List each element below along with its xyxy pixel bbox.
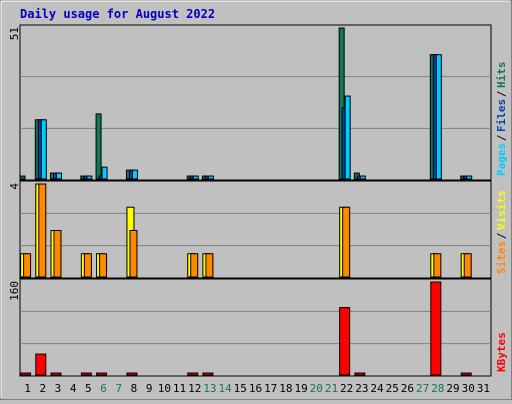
x-tick-label-day-2: 2 bbox=[39, 382, 46, 395]
bar-files-day-28 bbox=[435, 54, 442, 180]
bar-kbytes-day-2 bbox=[35, 353, 47, 376]
bar-files-day-6 bbox=[101, 166, 108, 180]
bar-hits-day-1 bbox=[19, 175, 26, 180]
bar-sites-day-12 bbox=[190, 253, 199, 278]
bar-kbytes-day-30 bbox=[460, 372, 472, 376]
bar-sites-day-1 bbox=[23, 253, 32, 278]
bar-kbytes-day-12 bbox=[187, 372, 199, 376]
x-tick-label-day-17: 17 bbox=[264, 382, 277, 395]
x-tick-label-day-25: 25 bbox=[386, 382, 399, 395]
bar-sites-day-8 bbox=[129, 230, 138, 278]
bar-files-day-22 bbox=[344, 95, 351, 180]
bar-kbytes-day-22 bbox=[339, 307, 351, 376]
x-tick-label-day-14: 14 bbox=[218, 382, 232, 395]
x-tick-label-day-22: 22 bbox=[340, 382, 353, 395]
bar-kbytes-day-5 bbox=[80, 372, 92, 376]
legend-separator: / bbox=[495, 232, 508, 239]
bar-hits-day-6 bbox=[95, 113, 102, 180]
bar-files-day-5 bbox=[86, 175, 93, 180]
legend-files: Files bbox=[495, 99, 508, 132]
bar-sites-day-30 bbox=[463, 253, 472, 278]
x-tick-label-day-21: 21 bbox=[325, 382, 338, 395]
y-axis-max-label: 51 bbox=[8, 27, 21, 40]
bar-sites-day-5 bbox=[83, 253, 92, 278]
x-tick-label-day-9: 9 bbox=[146, 382, 153, 395]
bar-files-day-2 bbox=[40, 119, 47, 180]
x-tick-label-day-31: 31 bbox=[477, 382, 490, 395]
bar-sites-day-28 bbox=[433, 253, 442, 278]
bar-kbytes-day-23 bbox=[354, 372, 366, 376]
bar-kbytes-day-8 bbox=[126, 372, 138, 376]
x-tick-label-day-29: 29 bbox=[446, 382, 459, 395]
plot-area-1 bbox=[19, 24, 492, 181]
legend-pages: Pages bbox=[495, 143, 508, 176]
x-tick-label-day-8: 8 bbox=[131, 382, 138, 395]
x-tick-label-day-3: 3 bbox=[55, 382, 62, 395]
plot-area-2 bbox=[19, 180, 492, 279]
bar-files-day-12 bbox=[192, 175, 199, 180]
x-tick-label-day-30: 30 bbox=[462, 382, 475, 395]
x-tick-label-day-4: 4 bbox=[70, 382, 77, 395]
bar-kbytes-day-13 bbox=[202, 372, 214, 376]
legend-visits: Visits bbox=[495, 190, 508, 230]
x-tick-label-day-12: 12 bbox=[188, 382, 201, 395]
y-axis-max-label: 160 bbox=[8, 281, 21, 301]
x-tick-label-day-24: 24 bbox=[370, 382, 384, 395]
chart-title: Daily usage for August 2022 bbox=[20, 7, 216, 21]
legend-sites: Sites bbox=[495, 241, 508, 274]
x-tick-label-day-6: 6 bbox=[100, 382, 107, 395]
x-tick-label-day-23: 23 bbox=[355, 382, 368, 395]
bar-sites-day-13 bbox=[205, 253, 214, 278]
bar-files-day-23 bbox=[359, 175, 366, 180]
bar-kbytes-day-28 bbox=[430, 281, 442, 376]
legend-kbytes: KBytes bbox=[495, 332, 508, 372]
bar-files-day-8 bbox=[131, 169, 138, 180]
y-axis-max-label: 4 bbox=[8, 183, 21, 190]
x-tick-label-day-1: 1 bbox=[24, 382, 31, 395]
x-tick-label-day-26: 26 bbox=[401, 382, 414, 395]
bar-kbytes-day-6 bbox=[96, 372, 108, 376]
x-tick-label-day-18: 18 bbox=[279, 382, 292, 395]
x-tick-label-day-15: 15 bbox=[234, 382, 247, 395]
x-tick-label-day-20: 20 bbox=[310, 382, 323, 395]
plot-area-3 bbox=[19, 278, 492, 377]
legend-separator: / bbox=[495, 134, 508, 141]
bar-files-day-30 bbox=[466, 175, 473, 180]
x-tick-label-day-28: 28 bbox=[431, 382, 444, 395]
bar-files-day-3 bbox=[55, 172, 62, 180]
x-tick-label-day-27: 27 bbox=[416, 382, 429, 395]
x-tick-label-day-13: 13 bbox=[203, 382, 216, 395]
x-tick-label-day-5: 5 bbox=[85, 382, 92, 395]
x-tick-label-day-7: 7 bbox=[115, 382, 122, 395]
bar-sites-day-22 bbox=[342, 206, 351, 278]
bar-sites-day-6 bbox=[99, 253, 108, 278]
x-tick-label-day-10: 10 bbox=[158, 382, 171, 395]
legend-hits: Hits bbox=[495, 62, 508, 89]
bar-sites-day-3 bbox=[53, 230, 62, 278]
legend-separator: / bbox=[495, 90, 508, 97]
bar-sites-day-2 bbox=[38, 183, 47, 278]
bar-kbytes-day-1 bbox=[20, 372, 32, 376]
x-tick-label-day-11: 11 bbox=[173, 382, 186, 395]
bar-files-day-13 bbox=[207, 175, 214, 180]
x-tick-label-day-16: 16 bbox=[249, 382, 262, 395]
bar-kbytes-day-3 bbox=[50, 372, 62, 376]
x-tick-label-day-19: 19 bbox=[294, 382, 307, 395]
